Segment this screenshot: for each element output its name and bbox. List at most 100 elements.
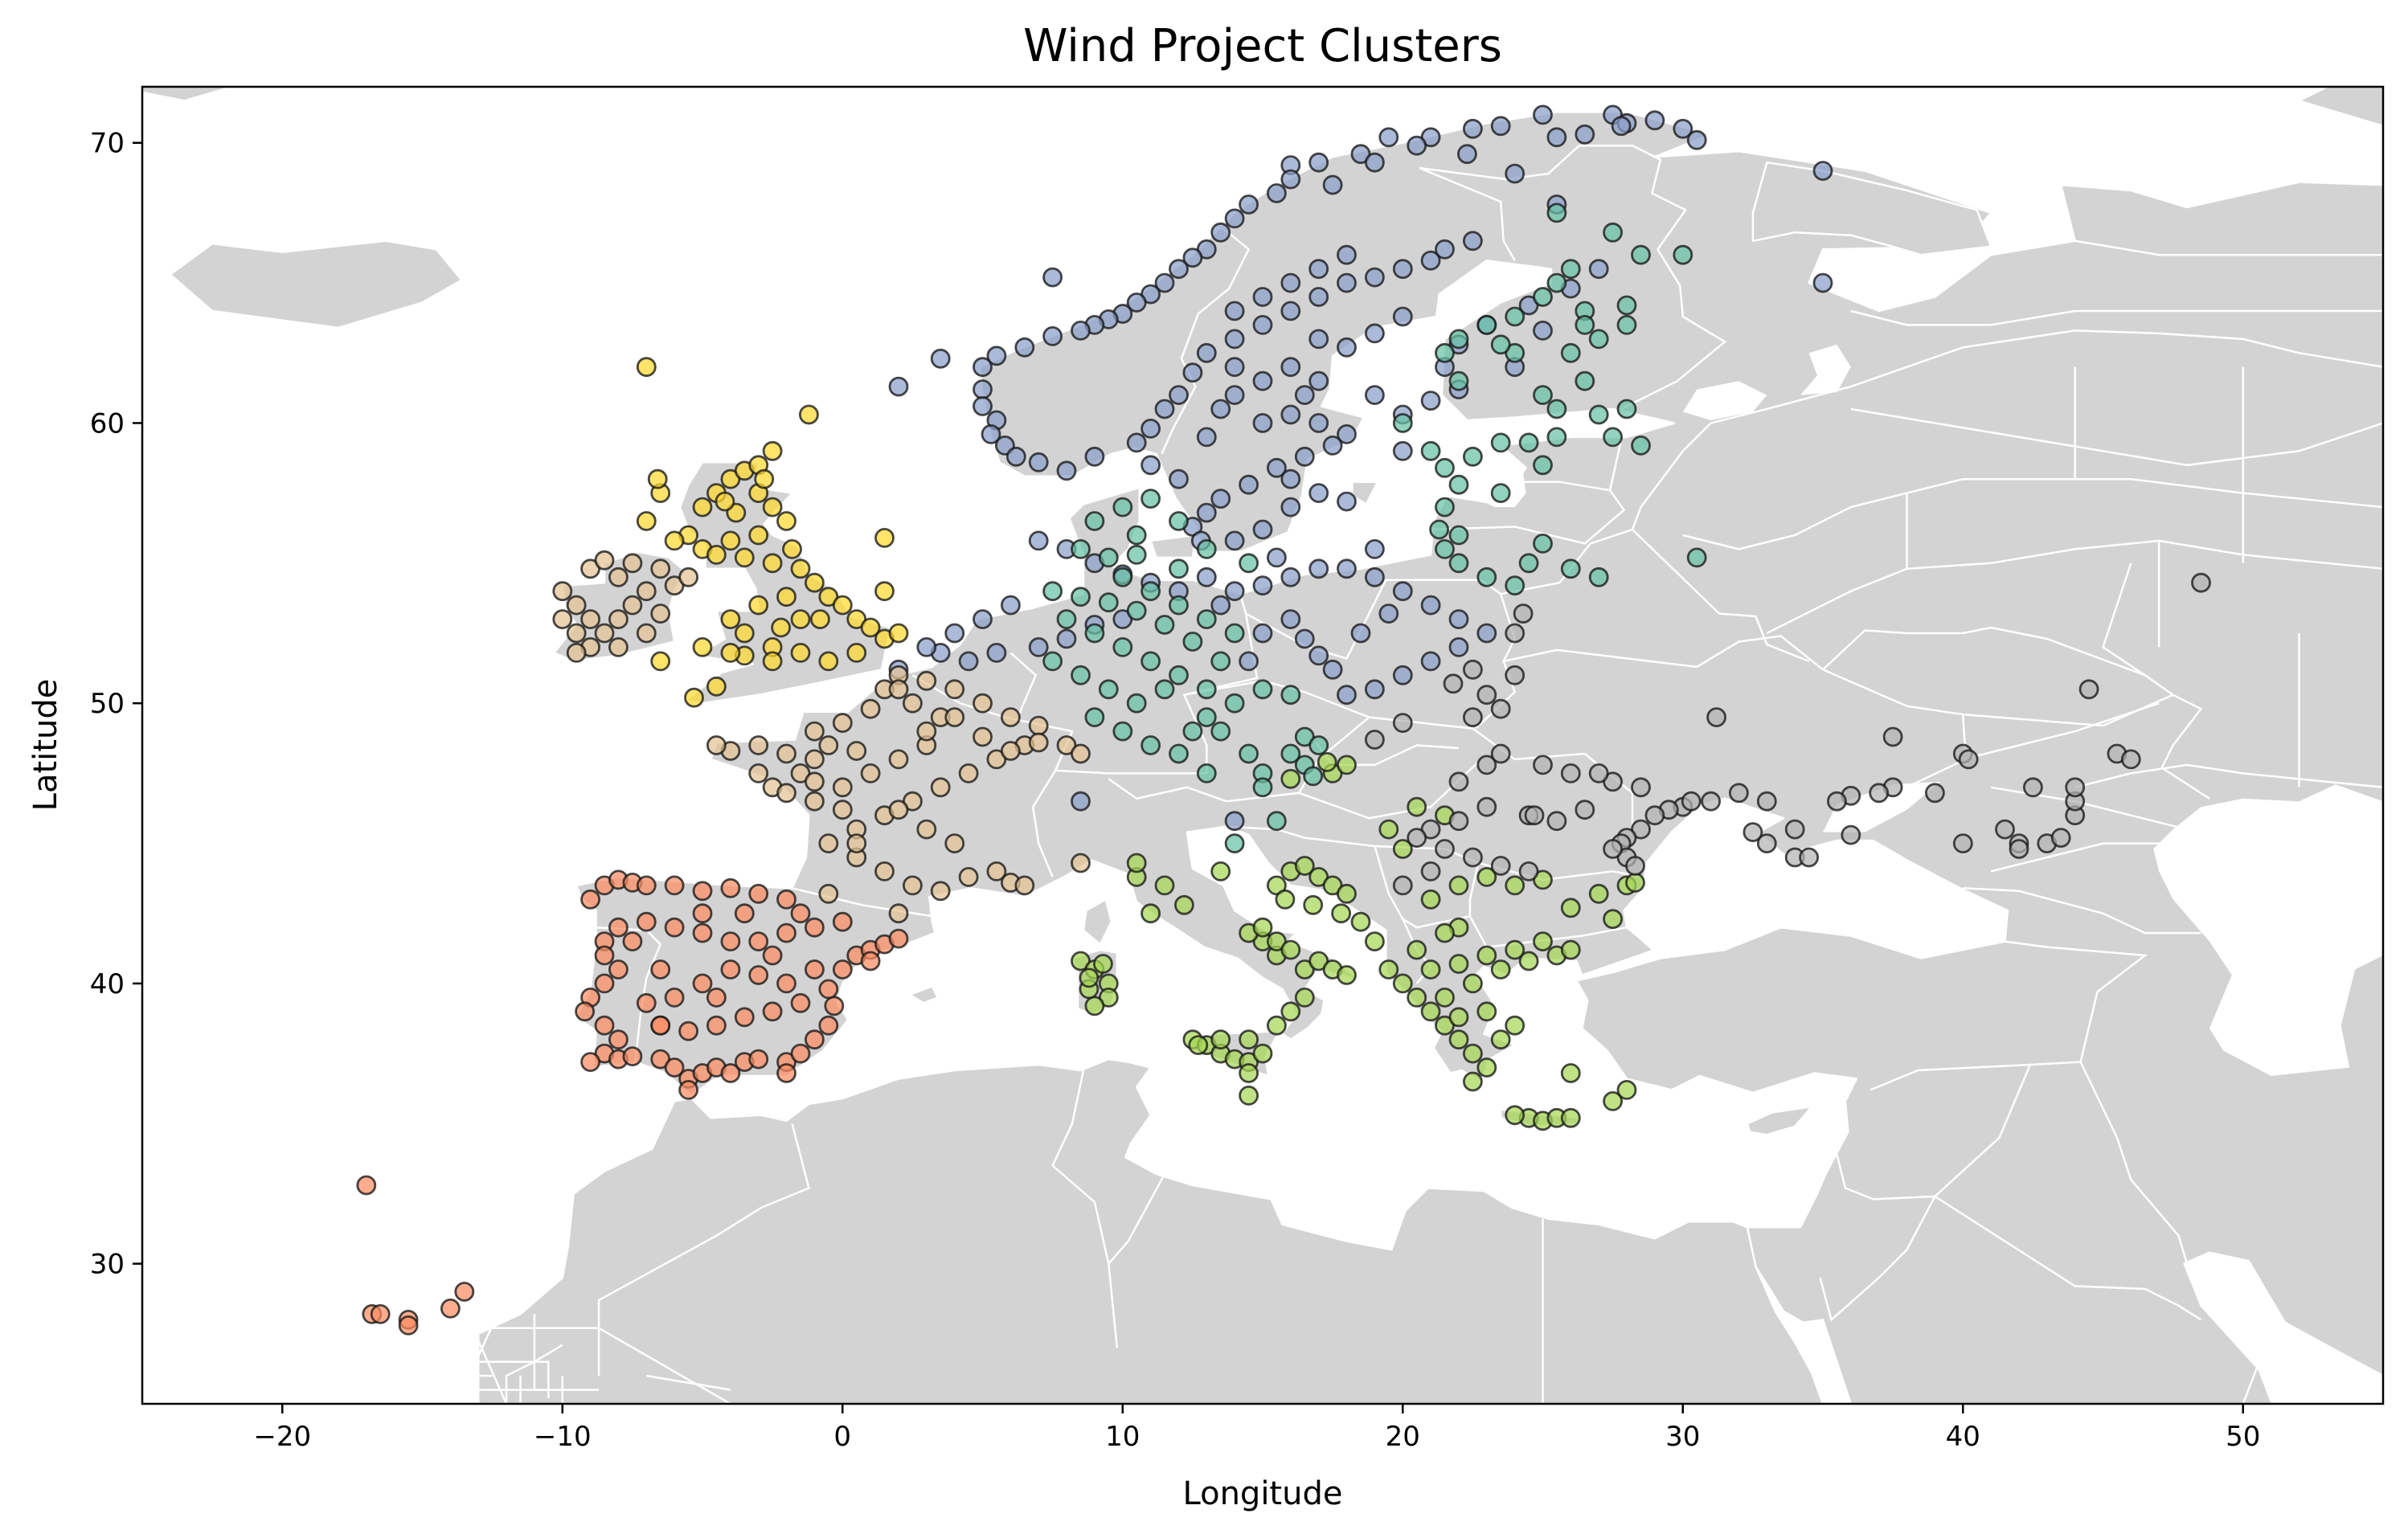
data-point (1681, 791, 1702, 812)
data-point (1448, 637, 1469, 657)
data-point (1533, 104, 1553, 125)
data-point (1154, 875, 1175, 896)
data-point (1476, 314, 1497, 335)
data-point (1560, 558, 1581, 579)
data-point (1392, 413, 1413, 433)
data-point (1420, 861, 1441, 881)
data-point (552, 581, 573, 602)
data-point (748, 883, 769, 904)
data-point (1958, 749, 1979, 770)
data-point (1378, 819, 1399, 840)
data-point (2022, 777, 2043, 798)
data-point (790, 992, 811, 1013)
data-point (1533, 931, 1553, 951)
data-point (1001, 741, 1021, 761)
data-point (805, 749, 825, 770)
data-point (1112, 721, 1133, 742)
data-point (1603, 1091, 1623, 1111)
data-point (776, 783, 797, 804)
country-border (1161, 198, 1251, 455)
data-point (1392, 581, 1413, 602)
data-point (1252, 314, 1273, 335)
data-point (1141, 581, 1161, 602)
data-point (580, 1052, 600, 1072)
data-point (1588, 763, 1609, 783)
plot-area (141, 85, 2385, 1405)
data-point (1252, 679, 1273, 700)
data-point (1196, 707, 1217, 727)
data-point (1546, 811, 1567, 832)
data-point (1014, 875, 1035, 896)
red-sea (1755, 1266, 1851, 1404)
data-point (440, 1299, 461, 1319)
country-border (2079, 1061, 2189, 1264)
data-point (771, 617, 791, 638)
data-point (930, 777, 951, 798)
data-point (1476, 623, 1497, 644)
data-point (1631, 436, 1651, 456)
data-point (832, 959, 853, 980)
gotland (1351, 481, 1379, 505)
data-point (1505, 306, 1525, 327)
data-point (1448, 954, 1469, 974)
data-point (1799, 847, 1820, 868)
data-point (1463, 659, 1483, 680)
data-point (636, 357, 657, 378)
lake-onega (1800, 344, 1851, 395)
data-point (1560, 1063, 1581, 1083)
data-point (692, 973, 713, 994)
data-point (1071, 853, 1091, 873)
country-border (597, 1123, 810, 1328)
data-point (1448, 875, 1469, 896)
country-border (926, 1403, 928, 1404)
data-point (720, 877, 741, 898)
data-point (706, 676, 727, 697)
data-point (1743, 822, 1763, 842)
data-point (1126, 853, 1147, 873)
data-point (888, 928, 909, 949)
data-point (1308, 287, 1329, 307)
data-point (1560, 259, 1581, 280)
data-point (734, 547, 755, 568)
data-point (1686, 547, 1707, 568)
data-point (1317, 752, 1337, 772)
data-point (720, 1063, 741, 1083)
data-point (1463, 231, 1483, 252)
data-point (973, 609, 993, 629)
data-point (748, 763, 769, 783)
data-point (1084, 996, 1105, 1016)
data-point (860, 698, 881, 719)
data-point (1239, 651, 1259, 672)
data-point (636, 911, 657, 932)
cluster-series (356, 869, 909, 1336)
data-point (846, 741, 867, 761)
data-point (1365, 152, 1385, 173)
data-point (1476, 685, 1497, 706)
data-point (888, 749, 909, 770)
data-point (916, 721, 937, 742)
country-border (598, 1327, 731, 1404)
data-point (818, 651, 839, 672)
data-point (903, 693, 923, 714)
data-point (692, 903, 713, 924)
data-point (1392, 306, 1413, 327)
data-point (594, 623, 615, 644)
data-point (1420, 651, 1441, 672)
data-point (1196, 763, 1217, 783)
data-point (762, 440, 783, 461)
data-point (356, 1175, 377, 1196)
data-point (776, 587, 797, 607)
country-border (1477, 861, 1644, 881)
data-point (1126, 292, 1147, 313)
data-point (748, 965, 769, 985)
data-point (1420, 440, 1441, 461)
data-point (1196, 609, 1217, 629)
data-point (916, 637, 937, 657)
data-point (636, 581, 657, 602)
data-point (973, 357, 993, 378)
plot-frame (141, 85, 2385, 1405)
data-point (720, 959, 741, 980)
data-point (1337, 337, 1357, 358)
data-point (805, 721, 825, 742)
data-point (818, 883, 839, 904)
